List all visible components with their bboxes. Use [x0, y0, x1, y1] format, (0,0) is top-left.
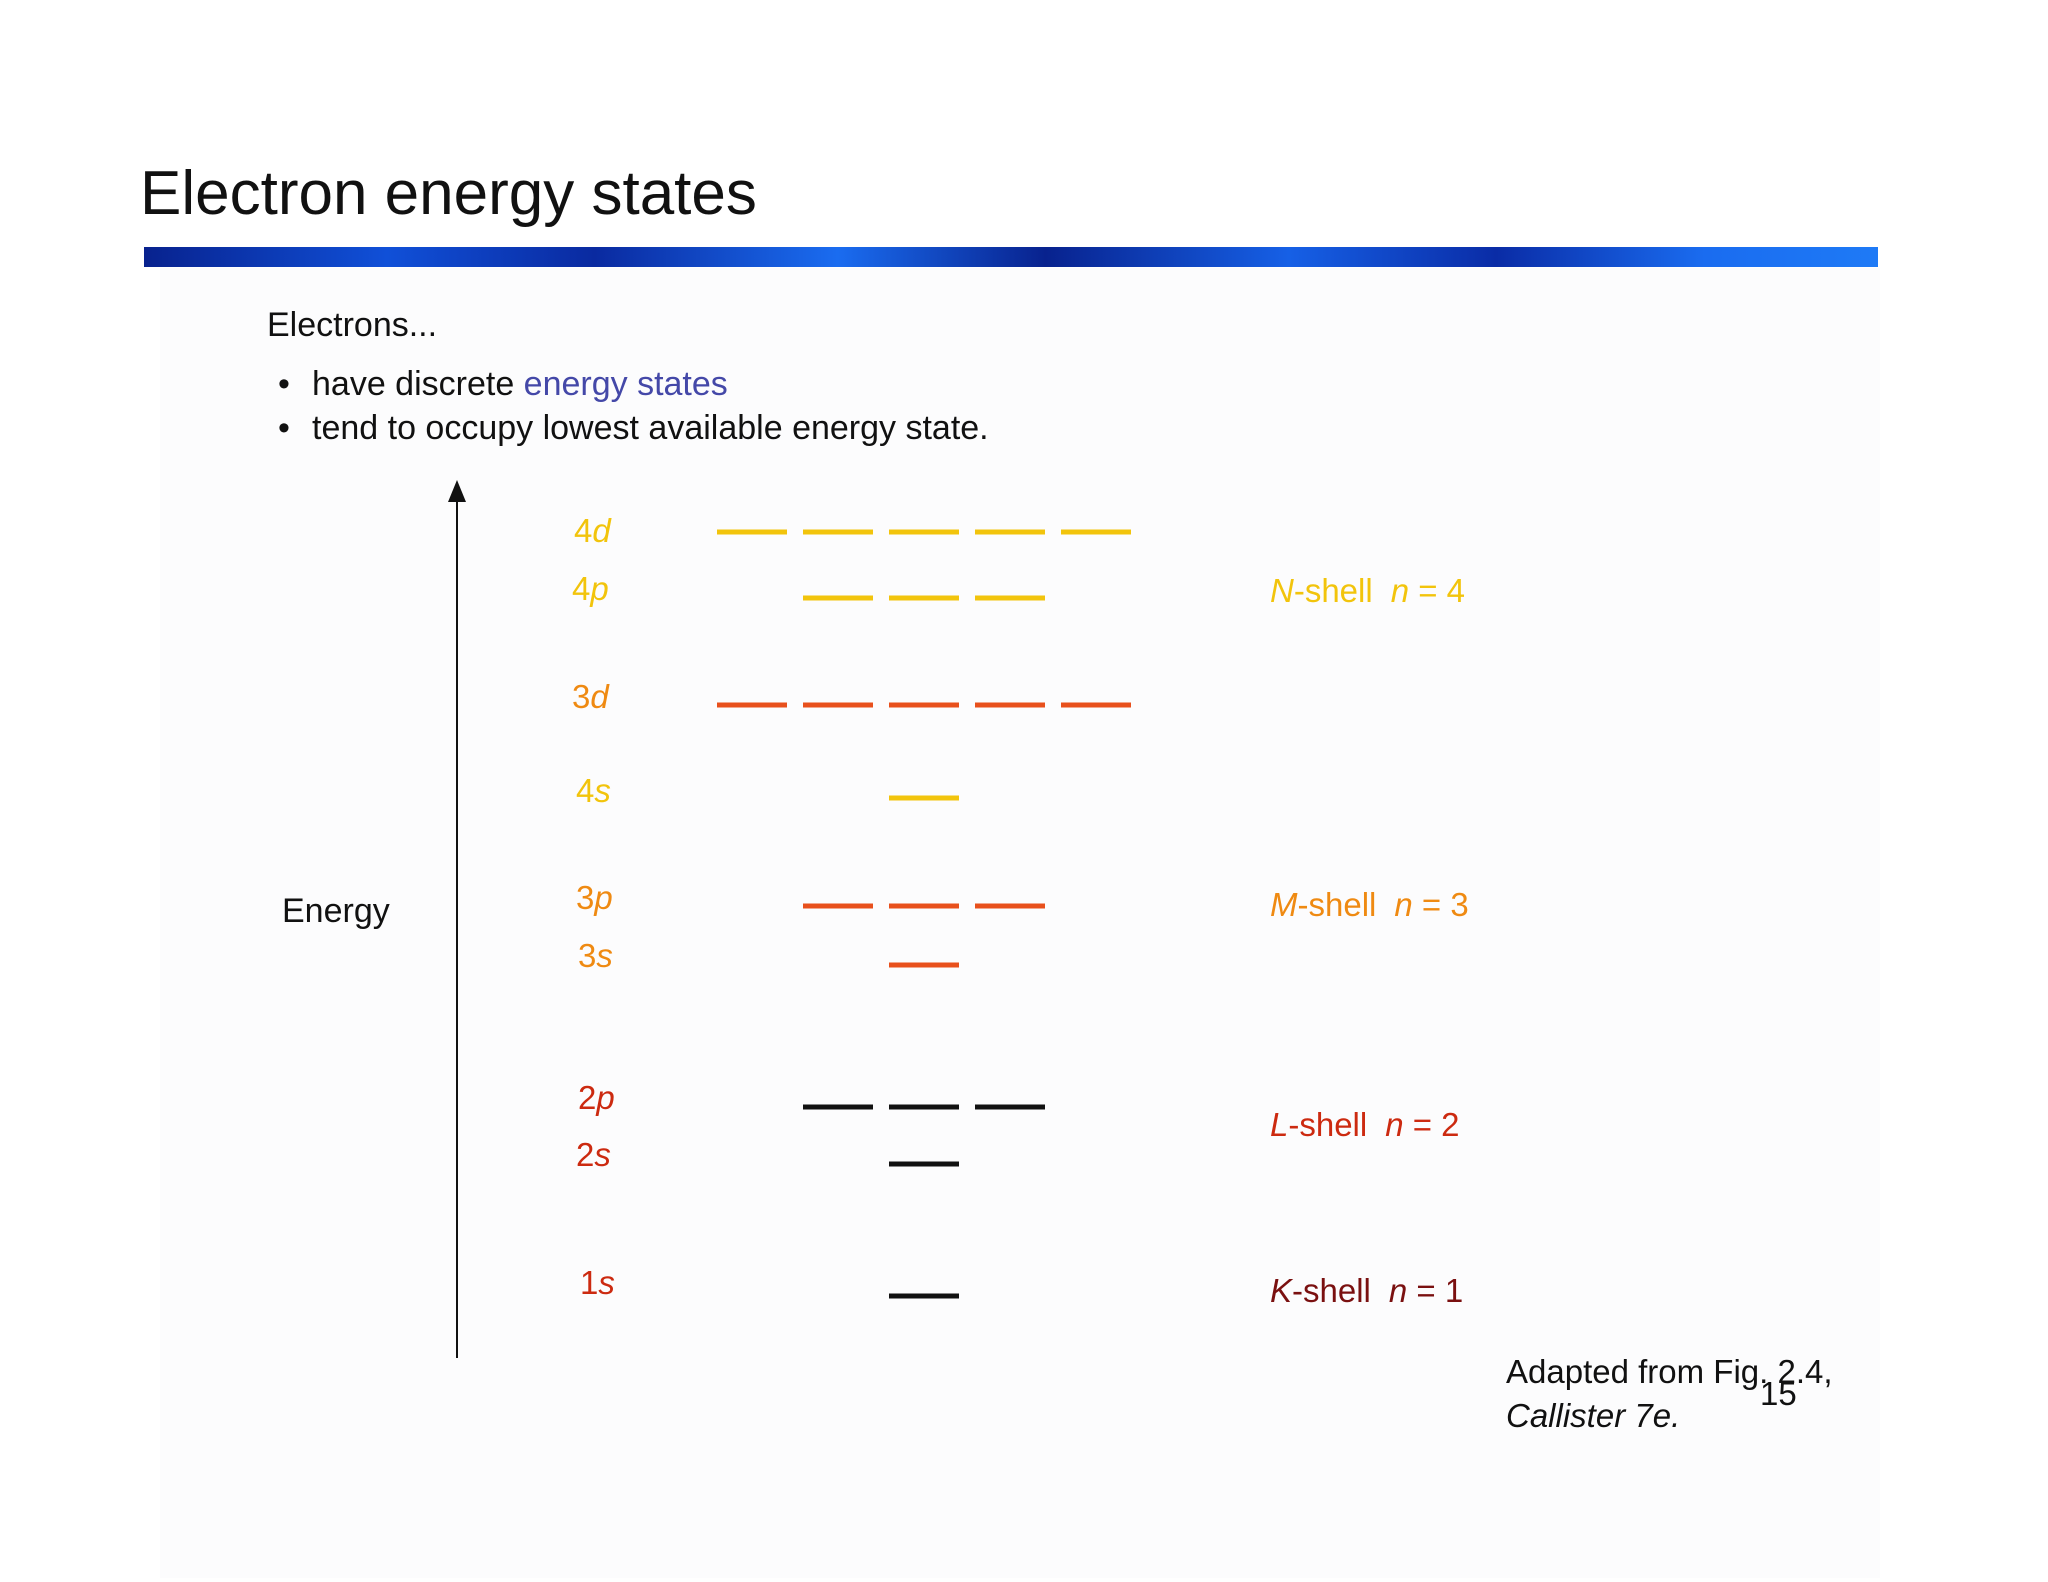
energy-axis-label: Energy	[282, 892, 390, 930]
caption-line-1: Adapted from Fig. 2.4,	[1506, 1353, 1833, 1390]
shell-label: L-shell n = 2	[1270, 1106, 1460, 1143]
content-panel	[160, 268, 1880, 1578]
page-number: 15	[1760, 1375, 1797, 1412]
orbital-label: 4p	[572, 570, 609, 607]
orbital-label: 3p	[576, 879, 613, 916]
shell-label: N-shell n = 4	[1270, 572, 1465, 609]
shell-label: K-shell n = 1	[1270, 1272, 1463, 1309]
bullet-item: • have discrete energy states	[278, 362, 989, 406]
orbital-label: 2p	[578, 1079, 615, 1116]
intro-text: Electrons...	[267, 306, 438, 344]
orbital-label: 4s	[576, 772, 611, 809]
shell-label: M-shell n = 3	[1270, 886, 1469, 923]
bullet-dot-icon: •	[278, 409, 290, 447]
orbital-label: 1s	[580, 1264, 615, 1301]
energy-axis-arrow-icon	[448, 480, 466, 502]
title-underline-bar	[144, 247, 1878, 267]
slide-title: Electron energy states	[140, 159, 757, 228]
bullet-list: • have discrete energy states • tend to oc…	[278, 362, 989, 450]
orbital-labels: 4d 4p 3d 4s 3p 3s 2p 2s 1s	[572, 512, 615, 1301]
bullet-item: • tend to occupy lowest available energy …	[278, 406, 989, 450]
bullet-highlight: energy states	[523, 365, 728, 403]
orbital-label: 2s	[576, 1136, 611, 1173]
orbital-label: 3s	[578, 937, 613, 974]
orbital-label: 4d	[574, 512, 612, 549]
figure-caption: Adapted from Fig. 2.4, Callister 7e.	[1506, 1350, 1833, 1438]
bullet-text: have discrete	[312, 365, 524, 403]
orbital-label: 3d	[572, 678, 610, 715]
caption-line-2: Callister 7e.	[1506, 1397, 1681, 1434]
energy-levels	[717, 529, 1131, 1299]
bullet-dot-icon: •	[278, 365, 290, 403]
bullet-text: tend to occupy lowest available energy s…	[312, 409, 989, 447]
shell-labels: N-shell n = 4 M-shell n = 3 L-shell n = 2 K-sh…	[1270, 572, 1469, 1309]
